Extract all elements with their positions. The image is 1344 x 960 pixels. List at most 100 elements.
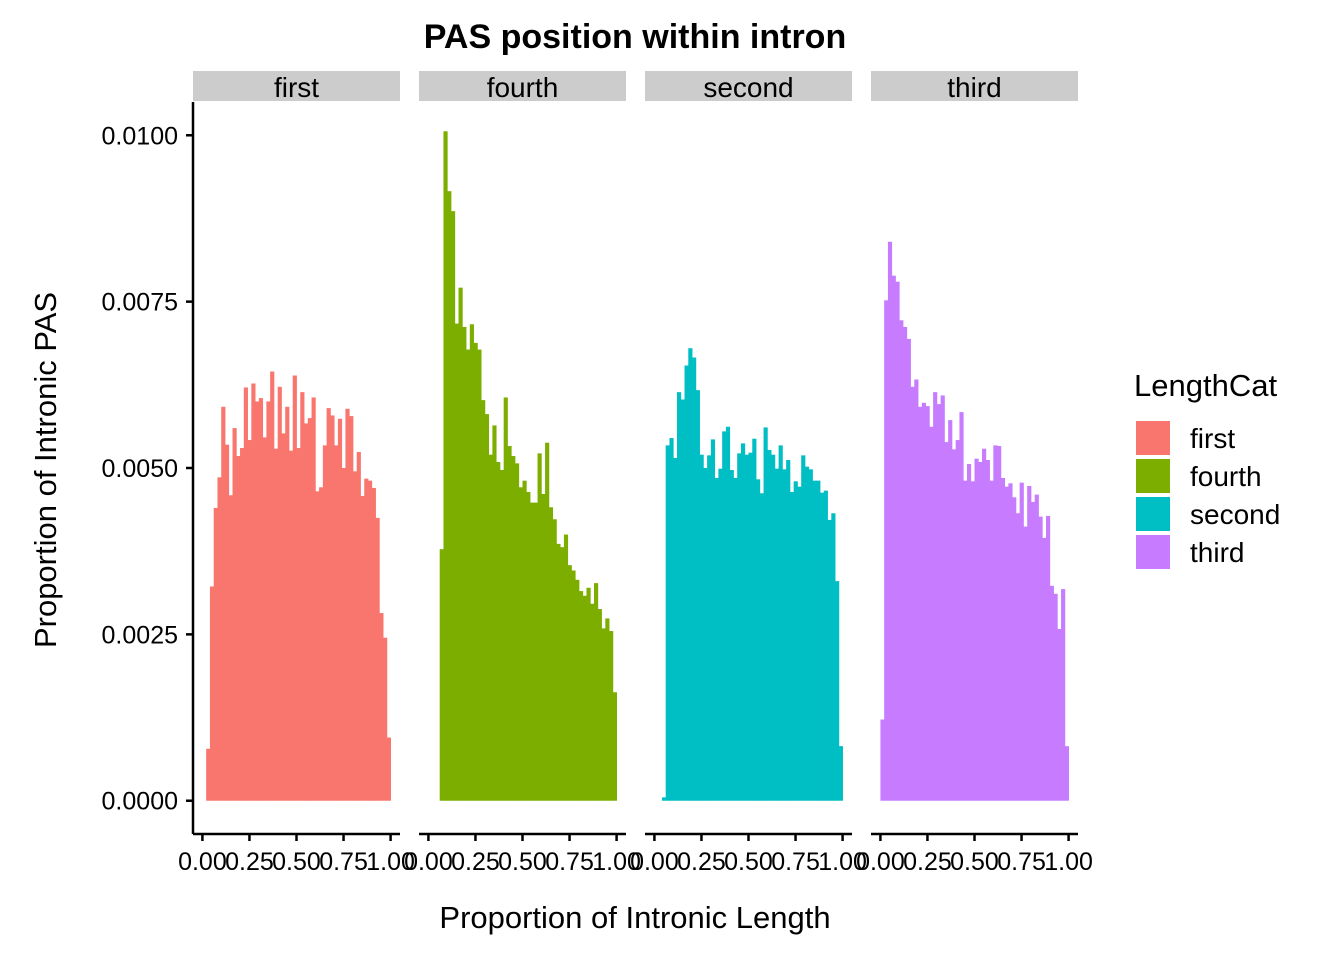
x-tick-label: 1.00	[592, 848, 641, 876]
histogram-bar	[326, 408, 331, 801]
histogram-bar	[247, 440, 252, 801]
histogram-bar	[379, 613, 384, 801]
histogram-bar	[375, 517, 380, 801]
legend-label: second	[1190, 499, 1280, 530]
histogram-bar	[601, 628, 606, 801]
histogram-bar	[232, 428, 237, 801]
histogram-bar	[918, 406, 923, 801]
histogram-bar	[838, 746, 843, 801]
histogram-bar	[322, 445, 328, 801]
histogram-bar	[371, 487, 376, 801]
facet-panels: first0.000.250.500.751.00fourth0.000.250…	[178, 71, 1093, 876]
x-tick-label: 0.75	[771, 848, 820, 876]
histogram-bar	[1038, 516, 1043, 801]
histogram-bar	[224, 444, 230, 801]
histogram-bar	[213, 507, 218, 801]
strip-label: fourth	[487, 72, 559, 103]
histogram-bar	[951, 449, 957, 801]
histogram-bar	[1064, 746, 1069, 801]
histogram-bar	[910, 386, 915, 801]
histogram-bar	[1034, 494, 1039, 801]
x-tick-label: 0.75	[997, 848, 1046, 876]
histogram-bar	[906, 338, 911, 801]
strip-label: first	[274, 72, 319, 103]
histogram-bar	[337, 418, 343, 801]
histogram-bar	[560, 547, 565, 801]
histogram-bar	[262, 437, 267, 801]
histogram-bar	[450, 211, 456, 801]
histogram-bar	[341, 468, 346, 801]
histogram-bar	[605, 618, 610, 801]
histogram-bar	[993, 445, 998, 801]
histogram-bar	[827, 519, 832, 801]
panel-fourth: fourth 0.000.250.500.751.00	[404, 71, 641, 876]
histogram-bar	[364, 478, 369, 801]
histogram-bar	[887, 241, 893, 801]
x-tick-label: 0.25	[451, 848, 500, 876]
strip-second	[645, 71, 852, 101]
histogram-bar	[462, 326, 467, 801]
histogram-bar	[473, 342, 478, 801]
y-tick-label: 0.0100	[102, 122, 178, 150]
histogram-bar	[586, 587, 591, 801]
histogram-bar	[349, 416, 354, 801]
histogram-bar	[345, 408, 350, 801]
histogram-bar	[684, 365, 689, 801]
histogram-bar	[816, 480, 821, 801]
histogram-bar	[963, 480, 968, 801]
histogram-bar	[1030, 501, 1036, 801]
histogram-bar	[383, 637, 388, 801]
histogram-bar	[458, 287, 463, 801]
x-tick-label: 0.00	[630, 848, 679, 876]
histogram-bar	[1008, 483, 1013, 801]
legend-key-third	[1136, 535, 1170, 569]
histogram-bar	[786, 460, 791, 801]
histogram-bar	[582, 595, 587, 801]
histogram-bar	[1061, 589, 1066, 801]
histogram-bar	[944, 442, 949, 801]
histogram-bar	[789, 491, 795, 801]
histogram-bar	[880, 719, 885, 801]
histogram-bar	[330, 415, 335, 801]
histogram-bar	[692, 357, 697, 801]
histogram-bar	[1015, 513, 1021, 801]
histogram-bar	[793, 481, 798, 801]
histogram-bar	[808, 469, 813, 801]
histogram-bar	[823, 490, 828, 801]
strip-third	[871, 71, 1078, 101]
x-tick-label: 0.50	[272, 848, 321, 876]
histogram-bar	[899, 320, 904, 801]
histogram-bar	[273, 448, 279, 801]
histogram-bar	[511, 456, 516, 801]
histogram-bar	[578, 591, 584, 801]
histogram-bar	[386, 737, 391, 801]
histogram-bar	[548, 507, 554, 801]
histogram-bar	[288, 450, 294, 801]
histogram-bar	[514, 463, 520, 801]
histogram-bar	[1012, 497, 1017, 801]
histogram-bar	[929, 426, 934, 801]
histogram-bar	[680, 399, 685, 801]
histogram-bar	[1023, 526, 1028, 801]
histogram-bar	[812, 480, 817, 801]
histogram-bar	[281, 433, 286, 801]
histogram-bar	[740, 443, 746, 801]
histogram-bar	[778, 445, 783, 801]
histogram-bar	[255, 401, 260, 801]
histogram-bar	[921, 402, 926, 801]
histogram-bar	[311, 397, 316, 801]
x-tick-label: 0.00	[404, 848, 453, 876]
histogram-bar	[884, 300, 889, 801]
strip-label: second	[703, 72, 793, 103]
histogram-bar	[948, 420, 953, 801]
strip-label: third	[947, 72, 1001, 103]
histogram-bar	[609, 631, 614, 801]
histogram-bar	[296, 448, 301, 801]
x-tick-label: 0.50	[498, 848, 547, 876]
histogram-bar	[356, 452, 361, 801]
histogram-bar	[571, 570, 576, 801]
histogram-bar	[228, 495, 233, 801]
histogram-bar	[978, 462, 983, 801]
histogram-bar	[533, 502, 538, 801]
